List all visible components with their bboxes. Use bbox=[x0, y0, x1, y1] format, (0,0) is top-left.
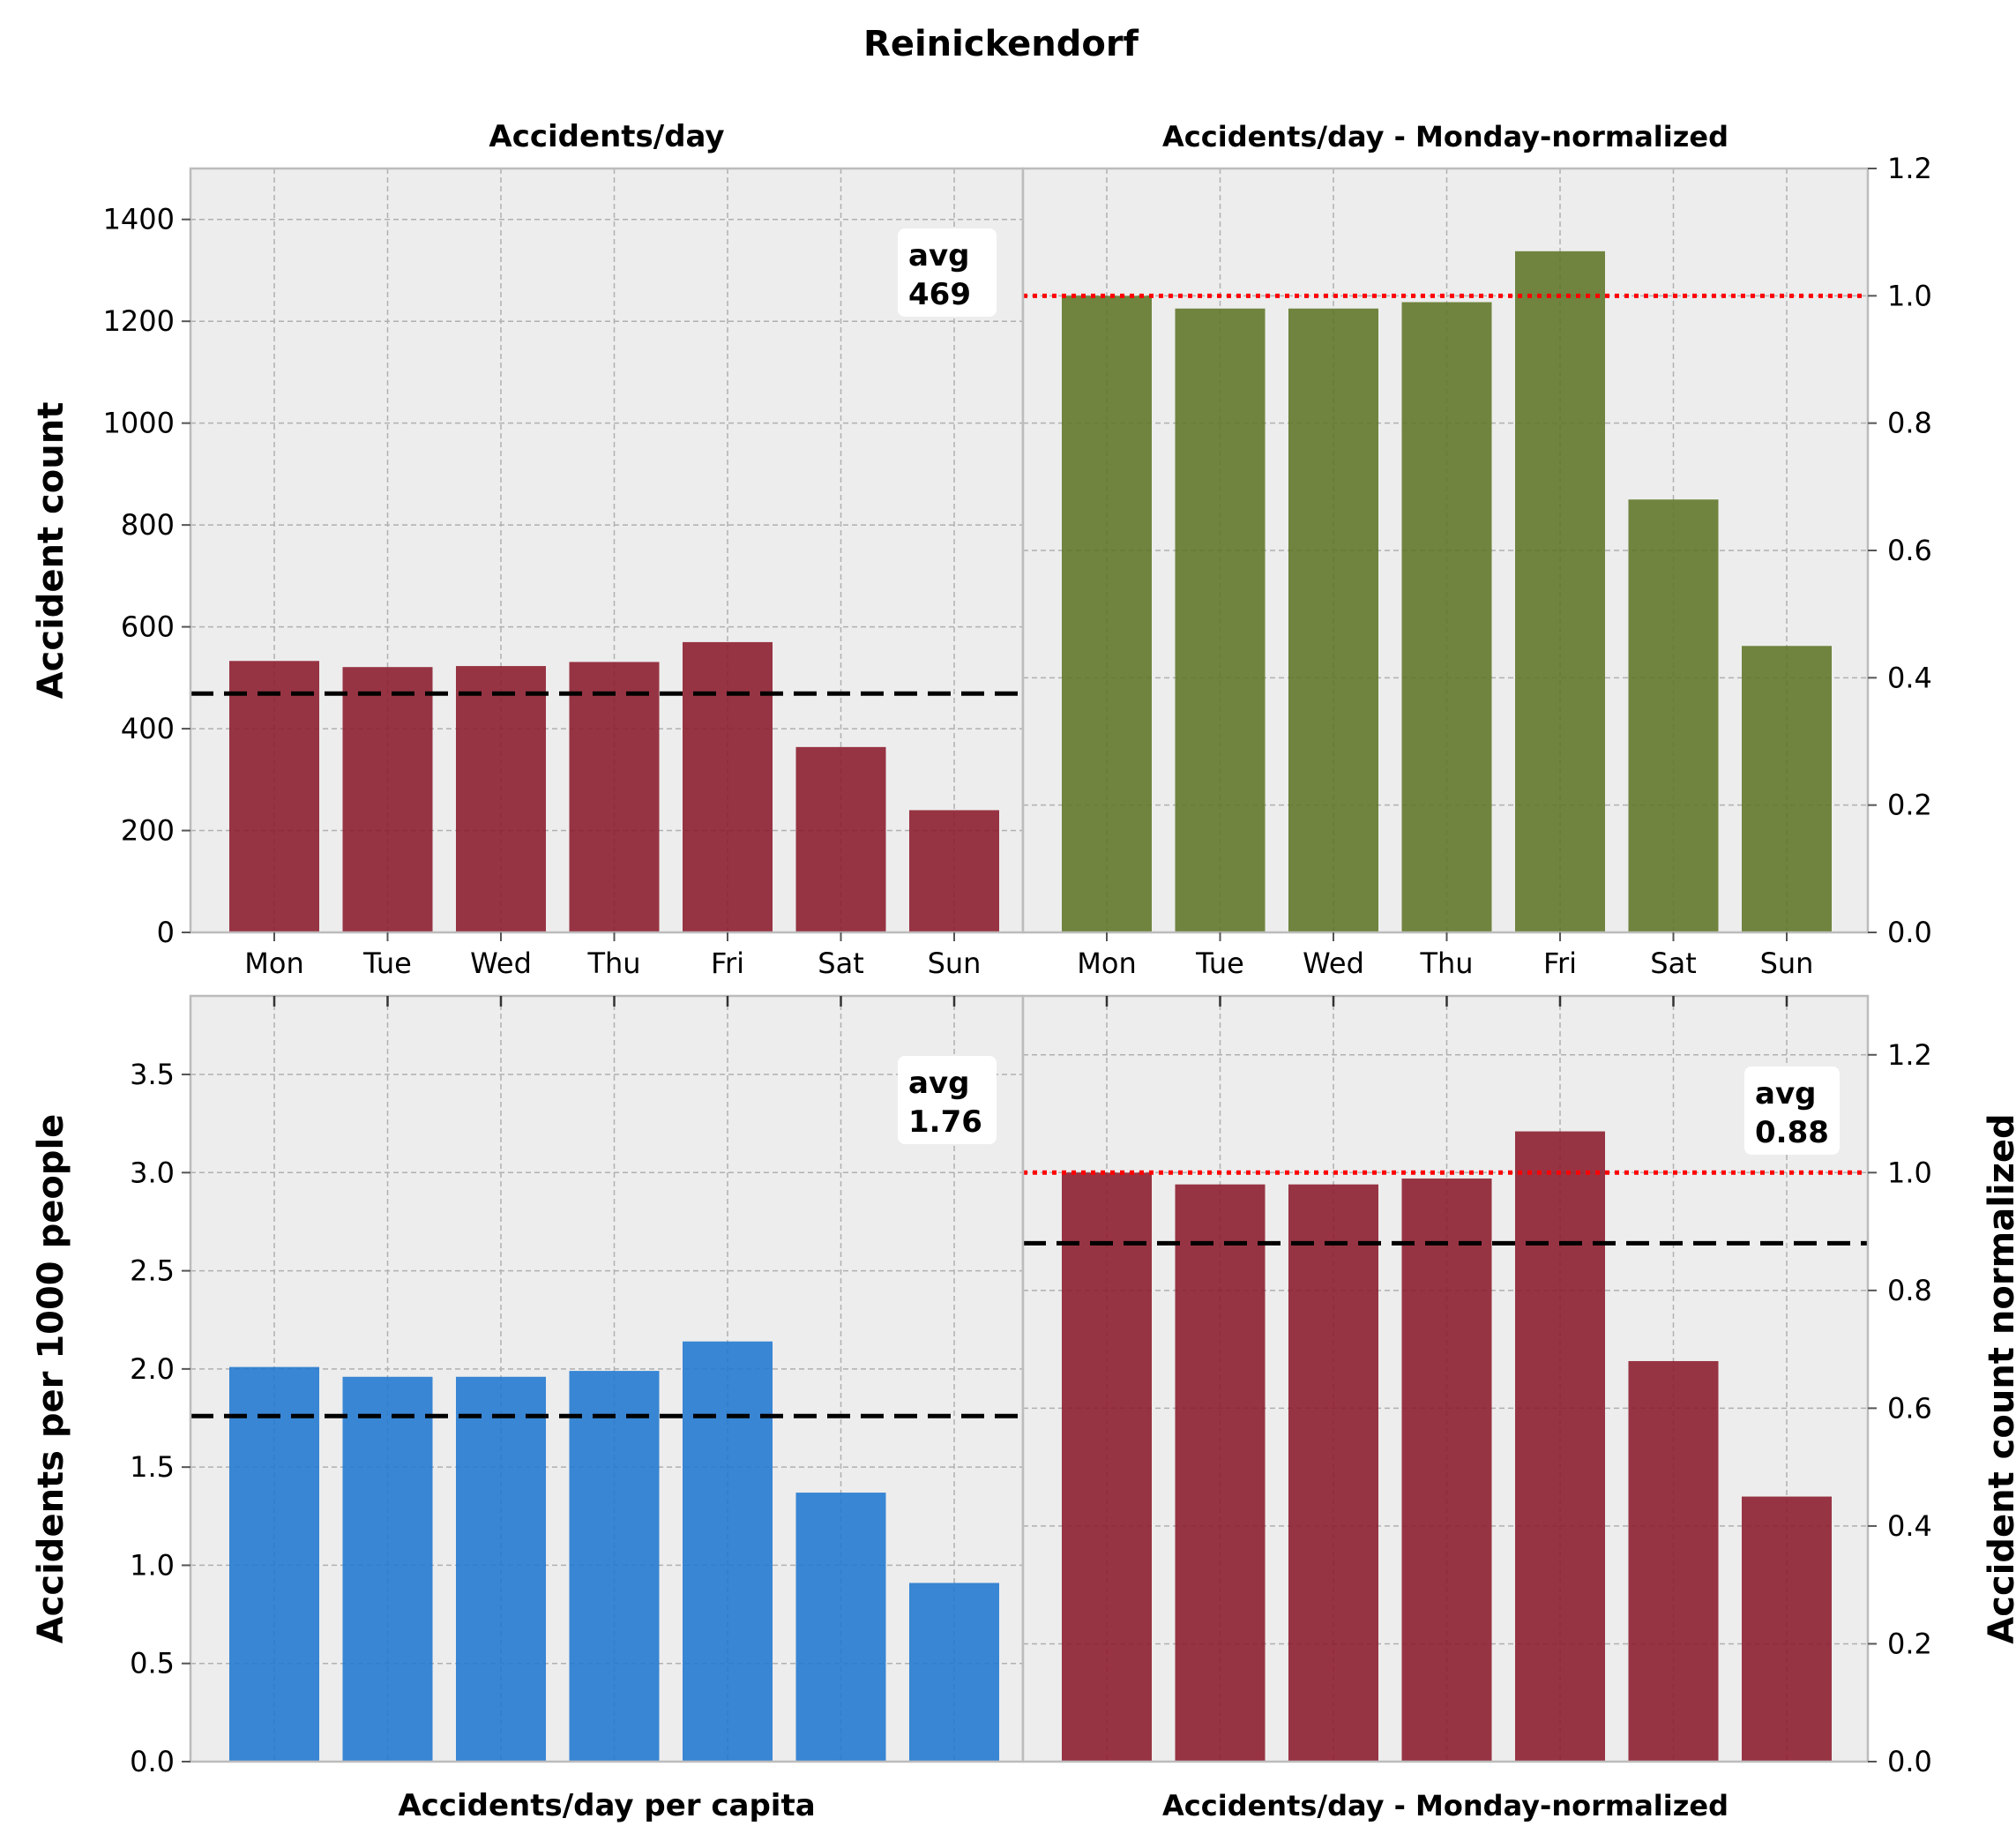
y-tick-label: 0.4 bbox=[1887, 1509, 1932, 1543]
y-tick-label: 2.0 bbox=[130, 1352, 175, 1386]
annotation-line1: avg bbox=[908, 238, 969, 273]
plot-frame bbox=[1021, 994, 1870, 1763]
bar-sat bbox=[795, 1493, 886, 1762]
y-tick-label: 0.6 bbox=[1887, 1391, 1932, 1425]
panel-bottom-right: 0.0 0.2 0.4 0.6 0.8 1.0 1.2 Accidents/day - Mon… bbox=[1021, 994, 2016, 1822]
bar-sat bbox=[1628, 1360, 1719, 1762]
y-tick-label: 1000 bbox=[103, 407, 175, 440]
panel-top-right: 0.0 0.2 0.4 0.6 0.8 1.0 1.2 Mon Tue Wed Thu Fri Sat S… bbox=[1021, 120, 1932, 980]
bar-fri bbox=[683, 1341, 773, 1762]
y-tick-label: 0.5 bbox=[130, 1647, 175, 1680]
y-tick-label: 800 bbox=[121, 508, 175, 542]
y-tick-label: 400 bbox=[121, 712, 175, 745]
bar-sat bbox=[1628, 499, 1719, 932]
panels: 0 200 400 600 800 1000 1200 1400 Mon Tue Wed Thu Fri… bbox=[31, 119, 2016, 1823]
bar-fri bbox=[683, 641, 773, 932]
y-tick-label: 0.0 bbox=[130, 1745, 175, 1778]
x-tick-label: Fri bbox=[1543, 947, 1577, 980]
x-tick-label: Mon bbox=[244, 947, 303, 980]
y-tick-label: 0 bbox=[157, 916, 175, 949]
annotation-line2: 1.76 bbox=[908, 1104, 982, 1140]
x-tick-label: Wed bbox=[470, 947, 532, 980]
y-axis-label: Accident count bbox=[31, 402, 71, 700]
bar-tue bbox=[1175, 308, 1266, 932]
annotation-line2: 469 bbox=[908, 277, 971, 312]
annotation-line1: avg bbox=[1755, 1076, 1816, 1111]
bar-thu bbox=[569, 1371, 660, 1762]
bar-wed bbox=[1288, 308, 1378, 932]
panel-top-left: 0 200 400 600 800 1000 1200 1400 Mon Tue Wed Thu Fri… bbox=[31, 119, 1025, 980]
bar-fri bbox=[1515, 251, 1605, 933]
y-tick-label: 0.2 bbox=[1887, 789, 1932, 822]
bar-fri bbox=[1515, 1131, 1605, 1762]
annotation-box bbox=[898, 1056, 997, 1144]
x-tick-label: Sun bbox=[1760, 947, 1814, 980]
bar-mon bbox=[229, 1366, 319, 1762]
figure-title: Reinickendorf bbox=[863, 24, 1139, 64]
bar-wed bbox=[456, 666, 546, 932]
panel-bottom-left: 0.0 0.5 1.0 1.5 2.0 2.5 3.0 3.5 Accidents/day pe… bbox=[31, 994, 1025, 1823]
y-tick-label: 1.0 bbox=[1887, 1156, 1932, 1189]
x-tick-label: Sat bbox=[818, 947, 863, 980]
y-tick-label: 0.4 bbox=[1887, 661, 1932, 694]
bar-wed bbox=[1288, 1184, 1378, 1762]
x-tick-label: Sun bbox=[928, 947, 982, 980]
y-tick-label: 3.0 bbox=[130, 1156, 175, 1189]
bar-thu bbox=[1401, 302, 1492, 932]
x-tick-label: Thu bbox=[1419, 947, 1473, 980]
y-tick-label: 600 bbox=[121, 610, 175, 644]
x-axis-label: Accidents/day - Monday-normalized bbox=[1162, 1789, 1729, 1822]
y-tick-label: 1.5 bbox=[130, 1450, 175, 1484]
x-tick-label: Tue bbox=[362, 947, 412, 980]
bar-sun bbox=[1742, 1496, 1832, 1762]
y-tick-label: 3.5 bbox=[130, 1058, 175, 1091]
x-tick-label: Tue bbox=[1195, 947, 1244, 980]
y-tick-label: 1.2 bbox=[1887, 152, 1932, 185]
y-axis-label: Accidents per 1000 people bbox=[31, 1114, 71, 1644]
x-tick-label: Fri bbox=[711, 947, 744, 980]
y-tick-label: 0.8 bbox=[1887, 1274, 1932, 1307]
y-tick-label: 0.8 bbox=[1887, 407, 1932, 440]
x-tick-label: Wed bbox=[1303, 947, 1364, 980]
bar-mon bbox=[1062, 296, 1152, 932]
annotation-line1: avg bbox=[908, 1066, 969, 1101]
y-tick-label: 0.0 bbox=[1887, 1745, 1932, 1778]
average-annotation: avg 469 bbox=[898, 228, 997, 317]
y-tick-label: 1.0 bbox=[130, 1548, 175, 1582]
bar-wed bbox=[456, 1376, 546, 1762]
average-annotation: avg 0.88 bbox=[1744, 1066, 1840, 1155]
y-tick-label: 0.0 bbox=[1887, 916, 1932, 949]
bar-sat bbox=[795, 746, 886, 932]
bar-mon bbox=[1062, 1172, 1152, 1762]
y-tick-label: 0.6 bbox=[1887, 534, 1932, 567]
y-tick-label: 1.2 bbox=[1887, 1038, 1932, 1072]
x-tick-label: Sat bbox=[1650, 947, 1696, 980]
bar-thu bbox=[1401, 1178, 1492, 1762]
y-axis-label: Accident count normalized bbox=[1982, 1113, 2016, 1643]
y-tick-label: 1.0 bbox=[1887, 279, 1932, 312]
panel-title: Accidents/day - Monday-normalized bbox=[1162, 120, 1729, 153]
x-tick-label: Mon bbox=[1077, 947, 1136, 980]
y-tick-label: 0.2 bbox=[1887, 1627, 1932, 1660]
x-axis-label: Accidents/day per capita bbox=[398, 1788, 815, 1823]
bar-tue bbox=[342, 1376, 433, 1762]
annotation-box bbox=[1744, 1066, 1840, 1155]
bar-tue bbox=[342, 667, 433, 932]
x-tick-label: Thu bbox=[586, 947, 640, 980]
bar-sun bbox=[909, 1583, 999, 1762]
bar-thu bbox=[569, 662, 660, 932]
y-tick-label: 1200 bbox=[103, 304, 175, 338]
bar-tue bbox=[1175, 1184, 1266, 1762]
panel-title: Accidents/day bbox=[489, 119, 724, 154]
y-tick-label: 2.5 bbox=[130, 1254, 175, 1288]
bar-mon bbox=[229, 661, 319, 932]
y-tick-label: 200 bbox=[121, 814, 175, 848]
bar-sun bbox=[1742, 646, 1832, 932]
annotation-line2: 0.88 bbox=[1755, 1115, 1829, 1150]
annotation-box bbox=[898, 228, 997, 317]
y-tick-label: 1400 bbox=[103, 203, 175, 236]
bar-sun bbox=[909, 810, 999, 932]
